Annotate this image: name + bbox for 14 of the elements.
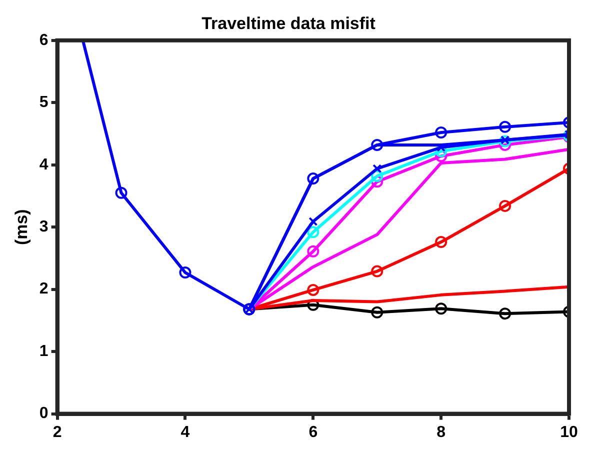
y-tick-label: 0 [39,405,48,422]
x-tick-label: 4 [180,424,190,441]
y-tick-label: 4 [39,156,48,174]
x-tick-label: 10 [560,424,578,441]
x-tick-label: 6 [308,424,318,441]
y-tick-label: 2 [39,280,48,298]
y-tick-label: 3 [39,218,48,236]
y-axis-title: (ms) [12,209,31,246]
chart-title: Traveltime data misfit [202,14,376,33]
y-tick-label: 5 [39,94,48,112]
y-tick-label: 6 [39,32,48,49]
x-tick-label: 8 [436,424,446,441]
y-tick-label: 1 [39,342,48,360]
x-tick-label: 2 [52,424,62,441]
